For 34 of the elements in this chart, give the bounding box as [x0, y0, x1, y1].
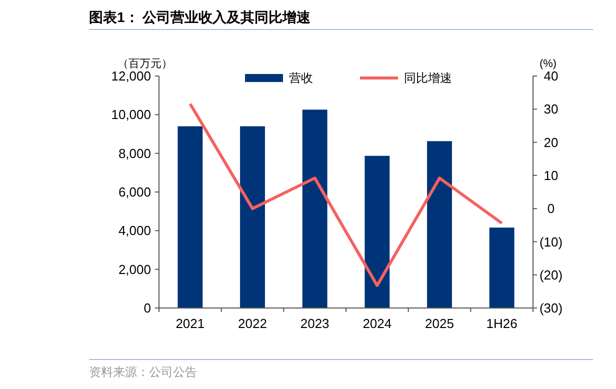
y2-tick-label: 40 [544, 68, 558, 84]
x-tick-label: 1H26 [486, 316, 518, 331]
y-tick-label: 6,000 [118, 184, 151, 200]
y-tick-label: 2,000 [118, 262, 151, 277]
chart-title: 图表1： 公司营业收入及其同比增速 [89, 9, 312, 25]
x-tick-label: 2025 [425, 316, 454, 331]
x-tick-label: 2022 [238, 316, 267, 331]
x-tick-label: 2021 [176, 316, 205, 331]
y-tick-label: 4,000 [118, 223, 151, 238]
bar [427, 141, 452, 308]
text: 资料来源：公司公告 [89, 365, 197, 379]
y2-tick-label: 0 [547, 201, 555, 216]
bar [178, 126, 203, 308]
y-tick-label: 10,000 [111, 107, 151, 122]
y-tick-label: 0 [144, 300, 151, 316]
y2-axis-title: (%) [539, 58, 557, 70]
y2-tick-label: 20 [544, 134, 558, 150]
legend-label: 同比增速 [404, 71, 452, 86]
x-tick-label: 2023 [300, 316, 330, 331]
x-tick-label: 2024 [362, 316, 392, 331]
bar [364, 156, 390, 308]
line-series [188, 102, 504, 287]
y2-tick-label: (20) [539, 267, 563, 282]
y2-tick-label: (30) [539, 300, 563, 316]
y2-tick-label: 30 [544, 102, 558, 117]
y2-tick-label: (10) [539, 234, 563, 250]
y-tick-label: 8,000 [118, 146, 151, 161]
y-axis-title: （百万元） [118, 58, 172, 70]
bar [489, 228, 514, 308]
bar [240, 126, 265, 308]
y-tick-label: 12,000 [111, 68, 151, 84]
bar [302, 110, 328, 308]
y2-tick-label: 10 [544, 168, 558, 183]
legend-label: 营收 [289, 71, 313, 86]
